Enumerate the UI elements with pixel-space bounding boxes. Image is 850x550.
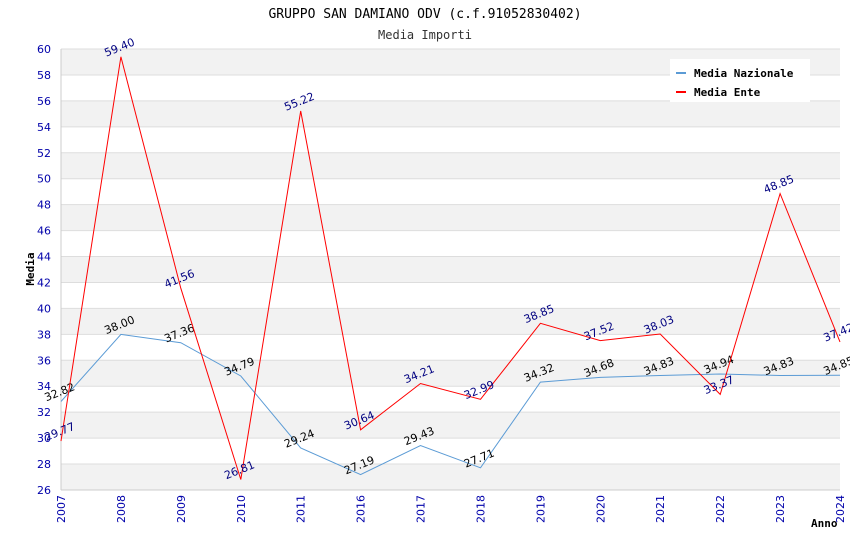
y-tick-label: 58 [37, 69, 51, 82]
grid-band [61, 100, 840, 127]
y-tick-label: 46 [37, 225, 51, 238]
chart-subtitle: Media Importi [378, 28, 472, 42]
y-tick-label: 34 [37, 380, 51, 393]
x-tick-label: 2018 [474, 495, 487, 523]
y-tick-label: 44 [37, 251, 51, 264]
legend-label: Media Ente [694, 86, 761, 99]
grid-band [61, 412, 840, 439]
series-line [60, 56, 841, 480]
plot-area: 26 28 30 32 34 36 38 40 42 44 46 48 50 52 54 56 58 60 2007… [37, 36, 850, 523]
y-tick-label: 32 [37, 406, 51, 419]
x-tick-label: 2011 [295, 495, 308, 523]
grid-band [61, 464, 840, 490]
x-tick-label: 2022 [714, 495, 727, 523]
y-tick-label: 30 [37, 432, 51, 445]
y-tick-label: 52 [37, 147, 51, 160]
x-tick-label: 2007 [55, 495, 68, 523]
series-line [60, 333, 841, 476]
y-tick-label: 50 [37, 173, 51, 186]
legend: Media Nazionale Media Ente [670, 59, 810, 102]
legend-box [670, 59, 810, 102]
legend-label: Media Nazionale [694, 67, 794, 80]
y-tick-label: 40 [37, 302, 51, 315]
x-tick-label: 2010 [235, 495, 248, 523]
x-tick-label: 2020 [594, 495, 607, 523]
y-tick-label: 56 [37, 95, 51, 108]
x-tick-label: 2009 [175, 495, 188, 523]
chart-title: GRUPPO SAN DAMIANO ODV (c.f.91052830402) [268, 7, 581, 22]
x-tick-label: 2024 [834, 495, 847, 523]
data-label: 29.77 [43, 420, 77, 444]
x-tick-label: 2023 [774, 495, 787, 523]
y-tick-label: 28 [37, 458, 51, 471]
x-tick-label: 2016 [355, 495, 368, 523]
grid-band [61, 360, 840, 387]
y-tick-label: 48 [37, 199, 51, 212]
y-tick-label: 54 [37, 121, 51, 134]
grid-band [61, 256, 840, 283]
y-tick-label: 42 [37, 276, 51, 289]
y-tick-label: 60 [37, 43, 51, 56]
grid-band [61, 204, 840, 231]
x-axis-title: Anno [811, 517, 838, 530]
y-axis-title: Media [24, 252, 37, 285]
x-tick-label: 2021 [654, 495, 667, 523]
y-tick-label: 26 [37, 484, 51, 497]
x-tick-label: 2017 [415, 495, 428, 523]
x-tick-label: 2019 [534, 495, 547, 523]
x-tick-label: 2008 [115, 495, 128, 523]
y-tick-label: 36 [37, 354, 51, 367]
grid-band [61, 152, 840, 179]
y-tick-label: 38 [37, 328, 51, 341]
